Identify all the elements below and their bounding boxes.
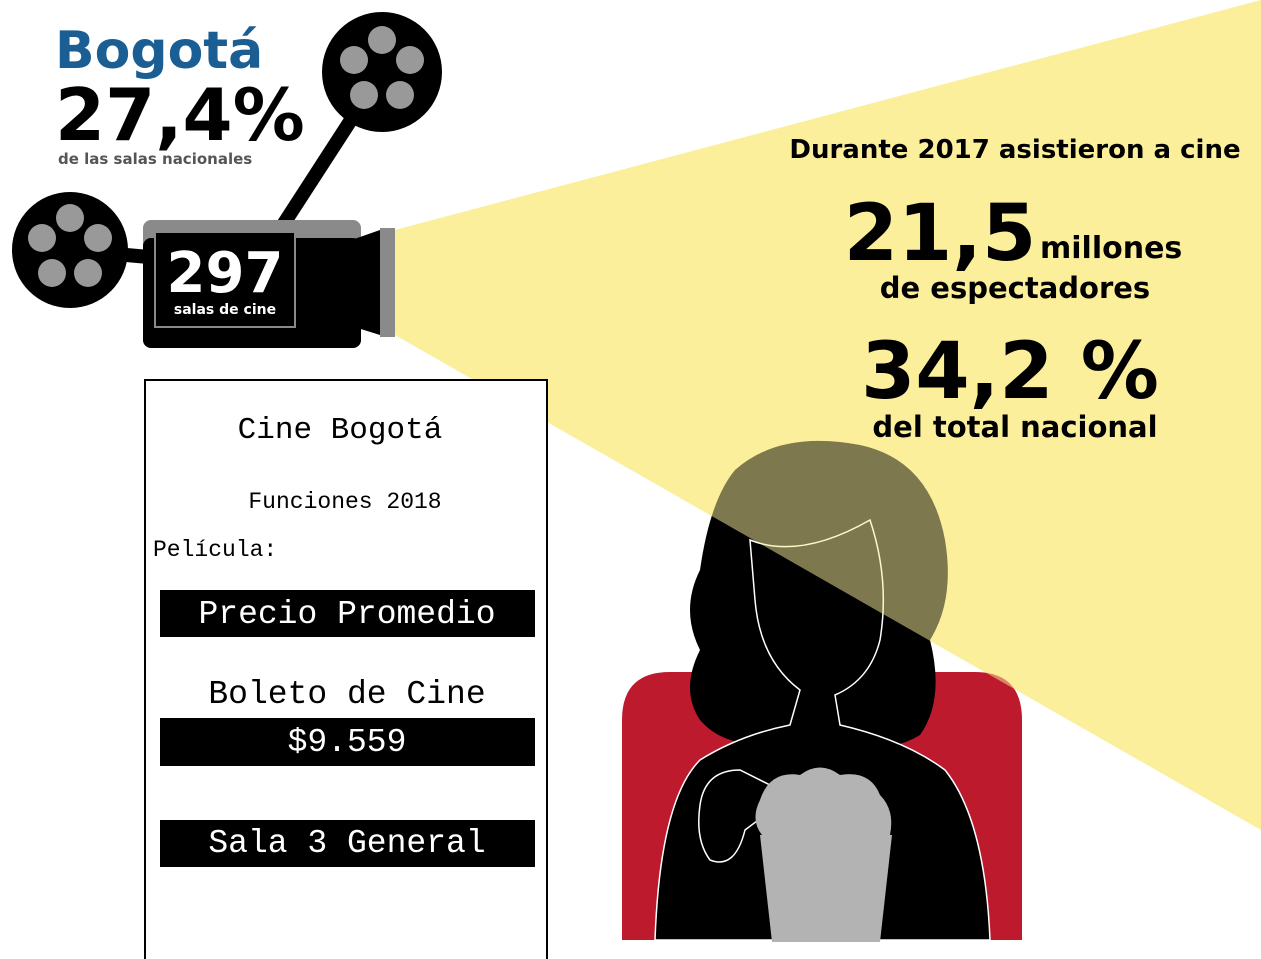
- room: Sala 3 General: [208, 825, 485, 862]
- movie-label: Película:: [153, 537, 277, 563]
- share-value: 27,4%: [55, 73, 305, 157]
- price-heading: Precio Promedio: [198, 596, 495, 633]
- viewers-label: de espectadores: [880, 271, 1150, 305]
- ticket-subtitle: Funciones 2018: [248, 489, 441, 515]
- ticket: [145, 380, 547, 959]
- viewers-unit: millones: [1040, 231, 1182, 266]
- price-label: Boleto de Cine: [208, 676, 485, 713]
- ticket-title: Cine Bogotá: [238, 413, 443, 448]
- national-share-label: del total nacional: [872, 410, 1157, 444]
- viewers-value: 21,5: [844, 189, 1036, 279]
- screens-label: salas de cine: [174, 302, 276, 318]
- screens-value: 297: [167, 241, 284, 306]
- price: $9.559: [288, 724, 407, 761]
- share-note: de las salas nacionales: [58, 150, 252, 168]
- infographic: Bogotá 27,4% de las salas nacionales 297…: [0, 0, 1261, 959]
- attendance-intro: Durante 2017 asistieron a cine: [789, 135, 1240, 165]
- city-title: Bogotá: [55, 21, 263, 81]
- national-share: 34,2 %: [861, 327, 1159, 417]
